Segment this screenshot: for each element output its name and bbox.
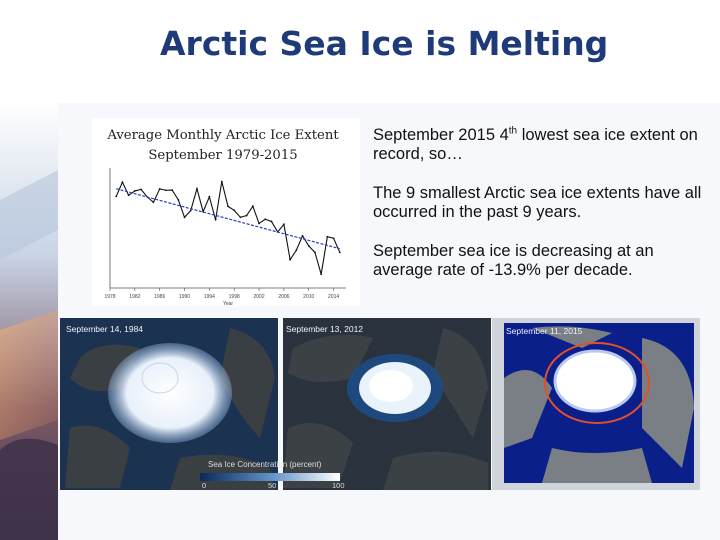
map-2015 [492,318,700,490]
sea-ice-maps [60,318,700,490]
extent-data-point [320,273,323,276]
x-tick-label: 2006 [278,294,289,300]
extent-data-point [326,235,329,238]
extent-data-point [177,198,180,201]
extent-data-point [127,194,130,197]
extent-data-point [332,237,335,240]
bullet-1-text-rest: lowest sea ice extent on record, so… [373,126,698,163]
legend-tick-100: 100 [332,481,345,490]
extent-data-point [307,244,310,247]
extent-data-point [115,195,118,198]
x-tick-label: 1994 [204,294,215,300]
extent-data-point [338,251,341,254]
extent-data-point [314,251,316,254]
bullet-1-text: September 2015 4 [373,126,509,144]
extent-data-point [251,205,254,208]
bullet-list: September 2015 4th lowest sea ice extent… [373,126,703,300]
extent-data-point [140,188,142,191]
extent-data-point [152,201,155,204]
map-1984-label: September 14, 1984 [66,324,144,334]
extent-data-point [133,190,136,192]
extent-data-point [189,209,192,212]
x-tick-label: 1998 [229,294,240,300]
bullet-2: The 9 smallest Arctic sea ice extents ha… [373,184,702,221]
extent-data-point [264,218,267,221]
extent-data-point [227,205,229,208]
x-tick-label: 1978 [104,294,115,300]
bullet-1-sup: th [508,125,518,137]
extent-data-point [282,223,285,226]
extent-data-point [214,218,217,221]
extent-data-point [289,258,292,261]
extent-data-point [171,189,174,191]
bullet-3: September sea ice is decreasing at an av… [373,242,654,279]
map-2012-label: September 13, 2012 [286,324,364,334]
extent-data-point [295,249,298,252]
extent-data-point [208,195,211,198]
x-tick-label: 2002 [253,294,264,300]
map-panel: September 14, 1984 September 13, 2012 Se… [60,318,700,498]
legend-title: Sea Ice Concentration (percent) [208,460,322,469]
trend-line [116,188,340,250]
chart-title: Average Monthly Arctic Ice Extent Septem… [92,126,354,166]
extent-data-point [220,180,223,183]
x-tick-label: 1990 [179,294,190,300]
extent-data-point [121,181,124,184]
extent-data-point [196,187,198,190]
chart-title-line2: September 1979-2015 [148,148,298,163]
extent-data-point [245,214,248,217]
chart-panel [92,118,360,306]
extent-data-point [258,222,260,225]
extent-data-point [158,188,161,190]
legend-tick-0: 0 [202,481,207,490]
bullet-1: September 2015 4th lowest sea ice extent… [373,126,703,164]
chart-title-line1: Average Monthly Arctic Ice Extent [107,128,339,143]
extent-data-point [183,216,186,219]
extent-data-point [270,220,273,223]
ice-extent-chart: 1978 1982 1986 1990 1994 1998 2002 2006 2010 2014… [104,168,346,307]
extent-data-point [164,189,167,192]
slide-title: Arctic Sea Ice is Melting [160,24,609,63]
x-tick-label: 1986 [154,294,165,300]
extent-series-line [115,180,341,275]
extent-data-point [301,234,304,237]
x-axis-label: Year [223,301,233,307]
map-2012 [283,318,491,490]
extent-data-point [233,209,236,212]
legend-colorbar [200,473,340,481]
x-tick-label: 2010 [303,294,314,300]
legend-tick-50: 50 [268,481,277,490]
extent-data-point [239,216,242,219]
x-tick-label: 1982 [129,294,140,300]
map-1984 [60,318,278,490]
x-tick-label: 2014 [328,294,339,300]
map-2015-label: September 11, 2015 [506,326,583,336]
